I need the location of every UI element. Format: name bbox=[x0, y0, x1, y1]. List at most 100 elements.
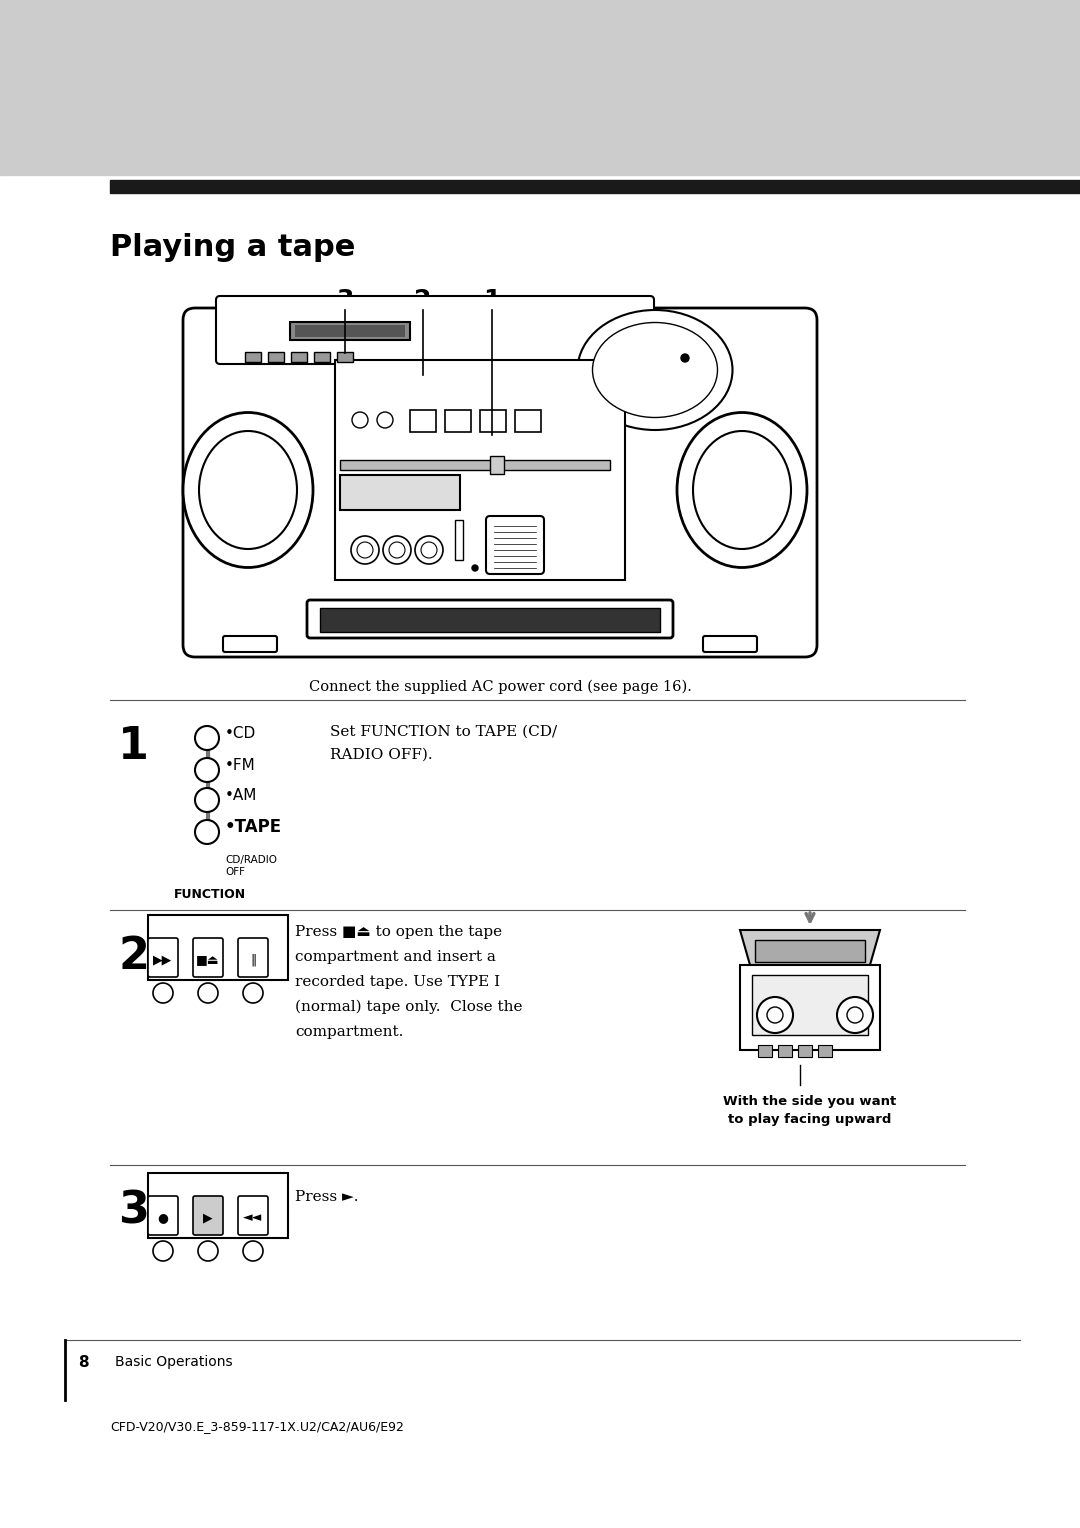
Text: ‖: ‖ bbox=[249, 953, 256, 966]
Bar bbox=[291, 351, 307, 362]
Text: 3: 3 bbox=[118, 1190, 149, 1233]
Bar bbox=[490, 455, 504, 474]
Circle shape bbox=[195, 788, 219, 811]
Text: Set FUNCTION to TAPE (CD/: Set FUNCTION to TAPE (CD/ bbox=[330, 724, 557, 740]
Bar bbox=[778, 1045, 792, 1057]
Circle shape bbox=[351, 536, 379, 564]
Text: •TAPE: •TAPE bbox=[225, 817, 282, 836]
Ellipse shape bbox=[578, 310, 732, 429]
FancyBboxPatch shape bbox=[238, 938, 268, 976]
Bar bbox=[480, 410, 507, 432]
Text: Connect the supplied AC power cord (see page 16).: Connect the supplied AC power cord (see … bbox=[309, 680, 691, 694]
Text: ▶▶: ▶▶ bbox=[153, 953, 173, 966]
Polygon shape bbox=[740, 931, 880, 966]
Bar bbox=[455, 520, 463, 559]
FancyBboxPatch shape bbox=[703, 636, 757, 652]
Bar bbox=[148, 1174, 288, 1238]
Bar bbox=[335, 361, 625, 581]
FancyBboxPatch shape bbox=[222, 636, 276, 652]
Circle shape bbox=[837, 996, 873, 1033]
Bar bbox=[340, 460, 610, 471]
FancyBboxPatch shape bbox=[238, 1196, 268, 1235]
Bar bbox=[320, 608, 660, 633]
Text: RADIO OFF).: RADIO OFF). bbox=[330, 749, 433, 762]
Text: ▶: ▶ bbox=[203, 1212, 213, 1224]
Circle shape bbox=[415, 536, 443, 564]
Text: CFD-V20/V30.E_3-859-117-1X.U2/CA2/AU6/E92: CFD-V20/V30.E_3-859-117-1X.U2/CA2/AU6/E9… bbox=[110, 1420, 404, 1433]
Bar bbox=[295, 325, 405, 338]
Bar bbox=[268, 351, 284, 362]
Text: compartment.: compartment. bbox=[295, 1025, 403, 1039]
Text: •AM: •AM bbox=[225, 787, 257, 802]
Bar bbox=[245, 351, 261, 362]
Text: Press ■⏏ to open the tape: Press ■⏏ to open the tape bbox=[295, 924, 502, 940]
Circle shape bbox=[243, 983, 264, 1002]
Bar bbox=[515, 410, 541, 432]
Circle shape bbox=[198, 983, 218, 1002]
Text: With the side you want: With the side you want bbox=[724, 1096, 896, 1108]
Bar bbox=[410, 410, 436, 432]
Circle shape bbox=[153, 983, 173, 1002]
Bar bbox=[0, 0, 1080, 176]
FancyBboxPatch shape bbox=[216, 296, 654, 364]
Bar bbox=[755, 940, 865, 963]
Text: CD/RADIO
OFF: CD/RADIO OFF bbox=[225, 856, 276, 877]
Circle shape bbox=[757, 996, 793, 1033]
Text: •CD: •CD bbox=[225, 726, 256, 741]
Ellipse shape bbox=[199, 431, 297, 549]
Circle shape bbox=[377, 413, 393, 428]
Text: compartment and insert a: compartment and insert a bbox=[295, 950, 496, 964]
Circle shape bbox=[153, 1241, 173, 1261]
Circle shape bbox=[681, 354, 689, 362]
Circle shape bbox=[767, 1007, 783, 1024]
Circle shape bbox=[847, 1007, 863, 1024]
Bar bbox=[818, 1045, 832, 1057]
Bar bbox=[340, 475, 460, 510]
Text: Playing a tape: Playing a tape bbox=[110, 232, 355, 261]
Ellipse shape bbox=[677, 413, 807, 567]
FancyBboxPatch shape bbox=[148, 1196, 178, 1235]
Ellipse shape bbox=[183, 413, 313, 567]
Bar bbox=[758, 1045, 772, 1057]
Text: 2: 2 bbox=[415, 287, 432, 312]
Bar bbox=[110, 180, 1080, 193]
Text: STOP/EJECT: STOP/EJECT bbox=[179, 921, 247, 932]
Text: PLAY: PLAY bbox=[199, 1178, 227, 1187]
Circle shape bbox=[472, 565, 478, 571]
Text: 1: 1 bbox=[483, 287, 501, 312]
Text: ■⏏: ■⏏ bbox=[197, 953, 219, 966]
Circle shape bbox=[352, 413, 368, 428]
Text: Press ►.: Press ►. bbox=[295, 1190, 359, 1204]
Text: 1: 1 bbox=[118, 724, 149, 769]
Circle shape bbox=[198, 1241, 218, 1261]
Text: to play facing upward: to play facing upward bbox=[728, 1112, 892, 1126]
Text: ●: ● bbox=[158, 1212, 168, 1224]
Circle shape bbox=[383, 536, 411, 564]
Bar bbox=[740, 966, 880, 1050]
Text: recorded tape. Use TYPE I: recorded tape. Use TYPE I bbox=[295, 975, 500, 989]
Bar bbox=[752, 975, 868, 1034]
FancyBboxPatch shape bbox=[183, 309, 816, 657]
FancyBboxPatch shape bbox=[486, 516, 544, 575]
Circle shape bbox=[243, 1241, 264, 1261]
Text: 8: 8 bbox=[78, 1355, 89, 1371]
Circle shape bbox=[195, 726, 219, 750]
Circle shape bbox=[195, 821, 219, 843]
Text: (normal) tape only.  Close the: (normal) tape only. Close the bbox=[295, 999, 523, 1015]
FancyBboxPatch shape bbox=[193, 938, 222, 976]
Bar bbox=[445, 410, 471, 432]
Text: 3: 3 bbox=[336, 287, 353, 312]
Text: ◄◄: ◄◄ bbox=[243, 1212, 262, 1224]
Bar bbox=[798, 1045, 812, 1057]
FancyBboxPatch shape bbox=[148, 938, 178, 976]
Text: 2: 2 bbox=[118, 935, 149, 978]
Text: Basic Operations: Basic Operations bbox=[114, 1355, 232, 1369]
Bar bbox=[291, 322, 410, 341]
Text: •FM: •FM bbox=[225, 758, 256, 773]
FancyBboxPatch shape bbox=[307, 601, 673, 639]
Circle shape bbox=[357, 542, 373, 558]
Ellipse shape bbox=[593, 322, 717, 417]
Circle shape bbox=[195, 758, 219, 782]
Ellipse shape bbox=[693, 431, 791, 549]
Text: FUNCTION: FUNCTION bbox=[174, 888, 246, 902]
